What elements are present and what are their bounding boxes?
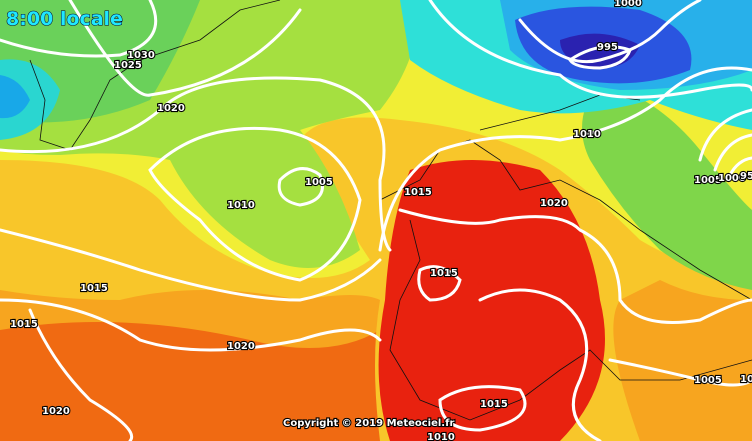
isobar-label: 1005 — [694, 175, 722, 186]
isobar-label: 1000 — [718, 173, 746, 184]
isobar-label: 95 — [740, 171, 752, 182]
isobar-label: 1020 — [42, 406, 70, 417]
isobar-label: 10 — [740, 374, 752, 385]
isobar-label: 1000 — [614, 0, 642, 9]
isobar-label: 1020 — [540, 198, 568, 209]
isobar-labels: 1030 1025 1020 1010 1005 1015 1020 1015 … — [9, 0, 752, 441]
isobar-label: 1005 — [305, 177, 333, 188]
isobar-label: 1015 — [480, 399, 508, 410]
isobar-label: 995 — [597, 42, 618, 53]
isobar-label: 1015 — [80, 283, 108, 294]
isobar-label: 1025 — [114, 60, 142, 71]
isobar-label: 1020 — [227, 341, 255, 352]
isobar-label: 1020 — [157, 103, 185, 114]
isobar-label: 1015 — [404, 187, 432, 198]
isobar-label: 1005 — [694, 375, 722, 386]
isobar-label: 1010 — [427, 432, 455, 441]
isobar-label: 1015 — [430, 268, 458, 279]
time-label: 8:00 locale — [6, 8, 123, 30]
isobar-label: 1010 — [227, 200, 255, 211]
copyright: Copyright © 2019 Meteociel.fr — [283, 418, 454, 429]
isobar-label: 1010 — [573, 129, 601, 140]
isobar-label: 1015 — [10, 319, 38, 330]
isobar-label: 1030 — [127, 50, 155, 61]
